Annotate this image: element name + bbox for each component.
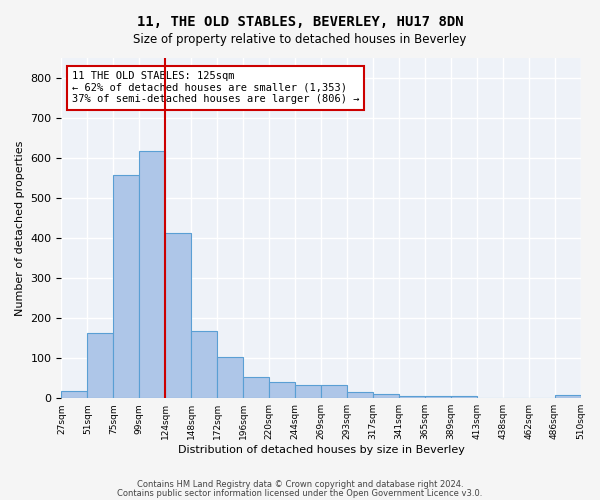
Bar	[373, 394, 399, 398]
Bar	[554, 395, 581, 398]
Y-axis label: Number of detached properties: Number of detached properties	[15, 140, 25, 316]
Bar	[425, 396, 451, 398]
Bar	[139, 151, 165, 398]
Text: 11 THE OLD STABLES: 125sqm
← 62% of detached houses are smaller (1,353)
37% of s: 11 THE OLD STABLES: 125sqm ← 62% of deta…	[72, 71, 359, 104]
Bar	[165, 233, 191, 398]
Bar	[61, 391, 88, 398]
Bar	[451, 396, 476, 398]
Bar	[295, 386, 321, 398]
Text: Contains HM Land Registry data © Crown copyright and database right 2024.: Contains HM Land Registry data © Crown c…	[137, 480, 463, 489]
Text: 11, THE OLD STABLES, BEVERLEY, HU17 8DN: 11, THE OLD STABLES, BEVERLEY, HU17 8DN	[137, 15, 463, 29]
Bar	[191, 331, 217, 398]
Text: Size of property relative to detached houses in Beverley: Size of property relative to detached ho…	[133, 32, 467, 46]
Bar	[243, 378, 269, 398]
Text: Contains public sector information licensed under the Open Government Licence v3: Contains public sector information licen…	[118, 488, 482, 498]
Bar	[321, 386, 347, 398]
Bar	[347, 392, 373, 398]
Bar	[88, 333, 113, 398]
Bar	[217, 357, 243, 398]
Bar	[269, 382, 295, 398]
X-axis label: Distribution of detached houses by size in Beverley: Distribution of detached houses by size …	[178, 445, 464, 455]
Bar	[399, 396, 425, 398]
Bar	[113, 174, 139, 398]
